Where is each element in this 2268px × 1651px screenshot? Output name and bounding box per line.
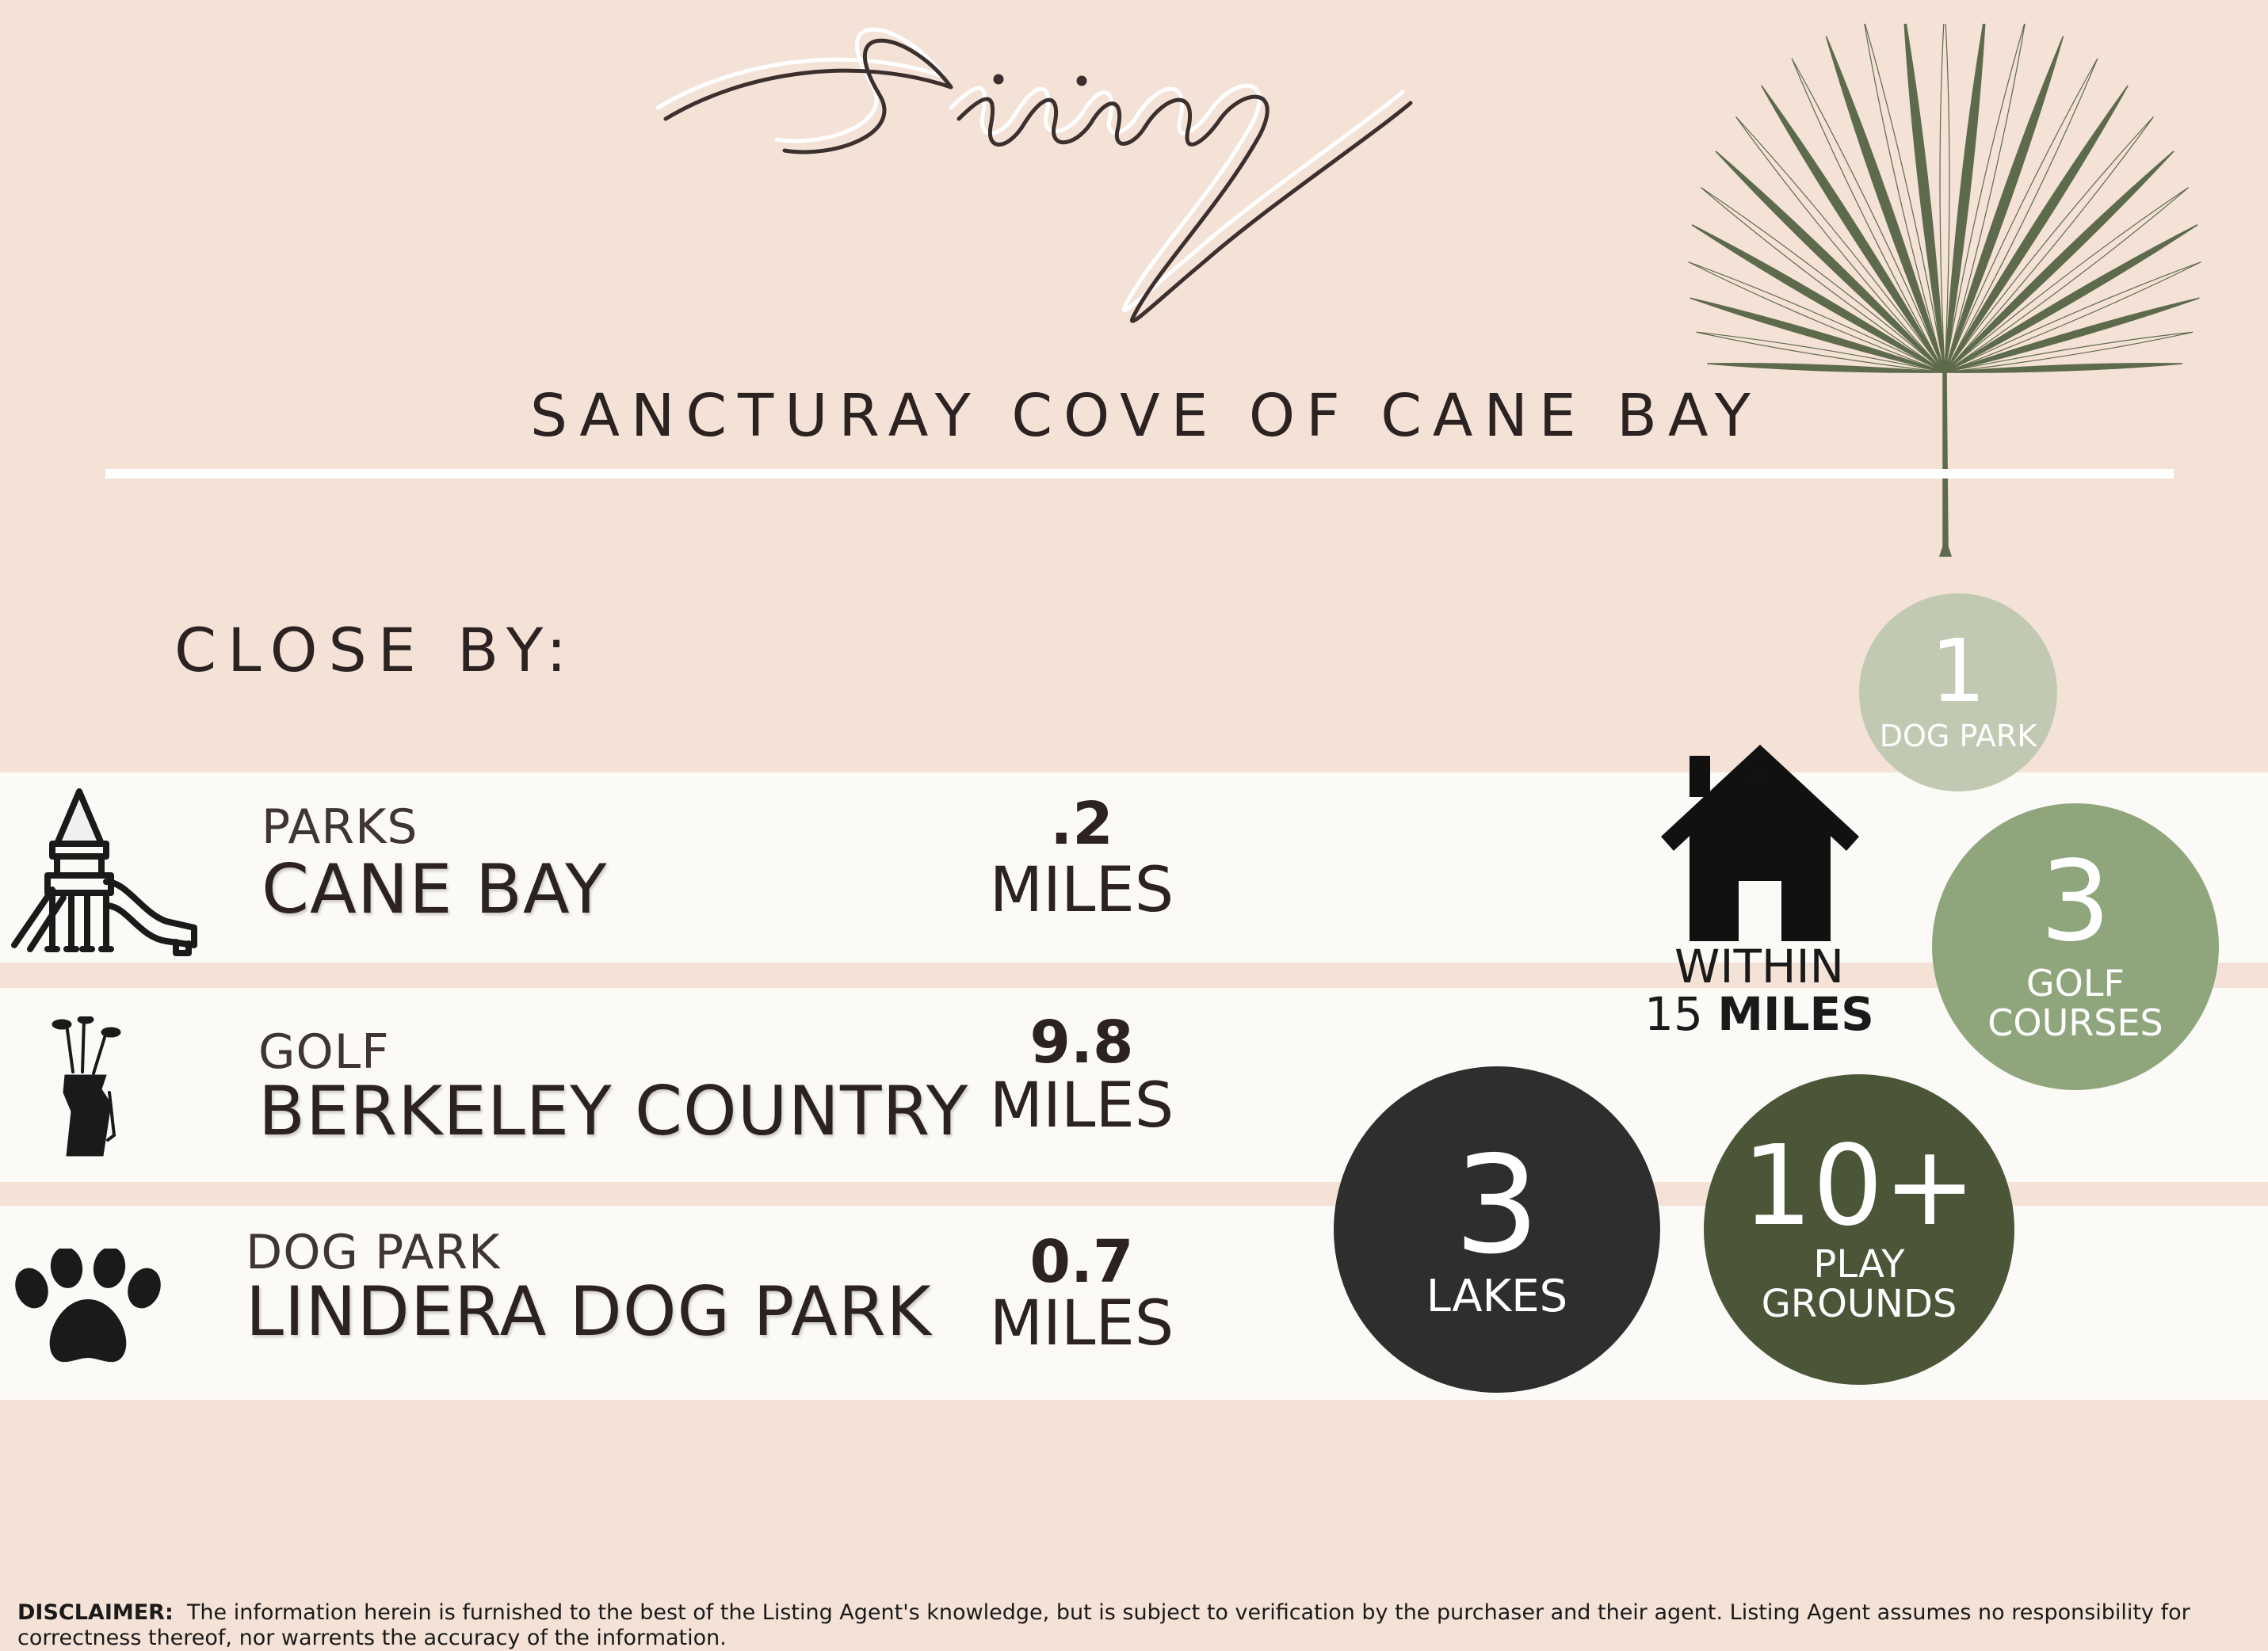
stat-label: LAKES: [1426, 1271, 1568, 1322]
within-label-text: WITHIN: [1674, 940, 1844, 993]
palm-frond: [1690, 297, 1945, 373]
stat-playgrounds-bubble: 10+ PLAY GROUNDS: [1704, 1074, 2014, 1385]
palm-frond: [1944, 261, 2201, 373]
palm-frond: [1791, 58, 1945, 373]
community-subtitle: SANCTURAY COVE OF CANE BAY: [530, 382, 1762, 450]
stat-label: PLAY GROUNDS: [1761, 1242, 1957, 1326]
palm-frond: [1691, 224, 1945, 373]
palm-frond: [1715, 151, 1945, 373]
disclaimer-label: DISCLAIMER:: [17, 1600, 174, 1625]
disclaimer-text: The information herein is furnished to t…: [17, 1600, 2190, 1650]
row-place-name: BERKELEY COUNTRY: [258, 1072, 969, 1151]
palm-frond: [1688, 261, 1945, 373]
stat-number: 1: [1930, 620, 1986, 722]
palm-frond: [1944, 36, 2064, 373]
palm-frond: [1944, 58, 2098, 373]
title-divider: [105, 469, 2174, 479]
stat-number: 10+: [1742, 1122, 1976, 1251]
house-icon: [1661, 745, 1859, 941]
palm-frond: [1944, 224, 2198, 373]
palm-frond: [1944, 331, 2194, 373]
within-distance-label: WITHIN 15 MILES: [1632, 943, 1886, 1038]
palm-frond: [1696, 331, 1945, 373]
row-distance-value: .2: [1050, 790, 1113, 858]
row-distance-unit: MILES: [989, 855, 1174, 926]
stat-number: 3: [2040, 837, 2111, 967]
golf-bag-icon: [52, 1016, 121, 1157]
living-script-title-logo: [655, 27, 1413, 323]
within-unit: MILES: [1717, 987, 1874, 1041]
palm-frond: [1707, 362, 1945, 373]
palm-frond: [1903, 24, 1945, 373]
stat-golf-courses-bubble: 3 GOLF COURSES: [1932, 803, 2219, 1090]
stat-label: GOLF COURSES: [1987, 962, 2163, 1044]
stat-lakes-bubble: 3 LAKES: [1334, 1066, 1660, 1393]
palm-frond: [1944, 362, 2182, 373]
paw-print-icon: [15, 1249, 161, 1363]
palm-frond: [1864, 24, 1945, 373]
row-distance-value: 0.7: [1029, 1228, 1134, 1296]
row-distance-unit: MILES: [989, 1288, 1174, 1359]
palm-frond: [1944, 116, 2154, 373]
palm-frond: [1944, 24, 1986, 373]
palm-frond: [1939, 24, 1950, 373]
palm-frond: [1944, 187, 2190, 373]
stat-label: DOG PARK: [1879, 719, 2037, 753]
palm-frond: [1735, 116, 1945, 373]
row-place-name: CANE BAY: [262, 850, 608, 929]
palm-leaf-illustration: [1688, 24, 2201, 557]
stat-dog-park-bubble: 1 DOG PARK: [1859, 593, 2057, 791]
disclaimer: DISCLAIMER: The information herein is fu…: [17, 1600, 2236, 1651]
palm-frond: [1944, 297, 2200, 373]
row-distance-value: 9.8: [1029, 1009, 1134, 1077]
palm-frond: [1825, 36, 1945, 373]
palm-frond: [1761, 85, 1945, 373]
palm-frond: [1700, 187, 1945, 373]
row-category: PARKS: [262, 799, 418, 855]
palm-frond: [1944, 24, 2026, 373]
within-count: 15: [1644, 987, 1703, 1041]
row-distance-unit: MILES: [989, 1070, 1174, 1142]
stat-number: 3: [1453, 1127, 1541, 1284]
palm-frond: [1944, 85, 2129, 373]
row-category: DOG PARK: [246, 1225, 501, 1280]
list-item: PARKS CANE BAY .2 MILES: [0, 772, 2268, 963]
row-place-name: LINDERA DOG PARK: [246, 1272, 932, 1352]
close-by-heading: CLOSE BY:: [174, 615, 578, 685]
palm-frond: [1944, 151, 2174, 373]
within-distance-value: 15 MILES: [1632, 990, 1886, 1038]
playground-icon: [11, 788, 197, 956]
row-category: GOLF: [258, 1024, 390, 1080]
